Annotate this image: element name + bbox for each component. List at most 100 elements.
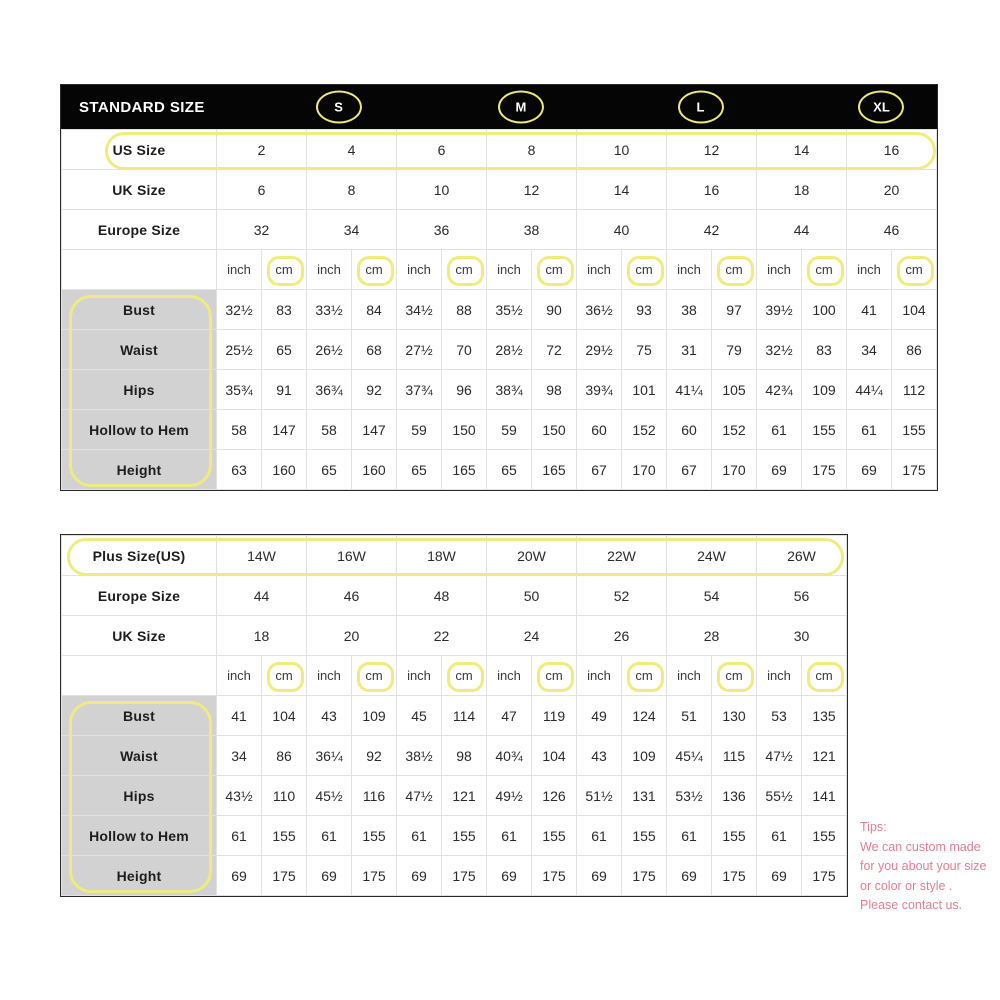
- measurement-label-bust: Bust: [61, 289, 217, 330]
- size-cell: 16: [846, 129, 937, 170]
- measurement-cell: 25½: [216, 329, 262, 370]
- measurement-cell: 67: [666, 449, 712, 490]
- size-cell: 18: [216, 615, 307, 656]
- measurement-cell: 67: [576, 449, 622, 490]
- size-cell: 6: [216, 169, 307, 210]
- size-cell: 14: [756, 129, 847, 170]
- measurement-cell: 130: [711, 695, 757, 736]
- measurement-cell: 47: [486, 695, 532, 736]
- unit-header-inch: inch: [486, 655, 532, 696]
- measurement-cell: 55½: [756, 775, 802, 816]
- unit-header-inch: inch: [306, 655, 352, 696]
- measurement-cell: 33½: [306, 289, 352, 330]
- unit-header-cm: cm: [261, 655, 307, 696]
- measurement-cell: 98: [531, 369, 577, 410]
- measurement-cell: 38½: [396, 735, 442, 776]
- size-cell: 14: [576, 169, 667, 210]
- measurement-cell: 150: [531, 409, 577, 450]
- tips-line-3: for you about your size: [860, 859, 987, 873]
- measurement-cell: 69: [396, 855, 442, 896]
- size-cell: 12: [666, 129, 757, 170]
- measurement-cell: 155: [891, 409, 937, 450]
- row-label-europe-size: Europe Size: [61, 575, 217, 616]
- measurement-cell: 160: [261, 449, 307, 490]
- measurement-cell: 92: [351, 369, 397, 410]
- unit-header-cm: cm: [621, 655, 667, 696]
- size-cell: 6: [396, 129, 487, 170]
- measurement-cell: 75: [621, 329, 667, 370]
- measurement-cell: 53½: [666, 775, 712, 816]
- size-cell: 26: [576, 615, 667, 656]
- size-circle-m: M: [497, 90, 544, 124]
- unit-header-inch: inch: [486, 249, 532, 290]
- measurement-label-height: Height: [61, 449, 217, 490]
- measurement-cell: 32½: [756, 329, 802, 370]
- measurement-label-height: Height: [61, 855, 217, 896]
- measurement-cell: 152: [621, 409, 667, 450]
- measurement-cell: 175: [261, 855, 307, 896]
- unit-header-cm: cm: [351, 249, 397, 290]
- measurement-cell: 155: [531, 815, 577, 856]
- measurement-cell: 109: [801, 369, 847, 410]
- measurement-cell: 43: [306, 695, 352, 736]
- measurement-cell: 49: [576, 695, 622, 736]
- measurement-cell: 40¾: [486, 735, 532, 776]
- measurement-cell: 51: [666, 695, 712, 736]
- measurement-cell: 121: [801, 735, 847, 776]
- measurement-cell: 68: [351, 329, 397, 370]
- measurement-cell: 34: [846, 329, 892, 370]
- measurement-cell: 150: [441, 409, 487, 450]
- measurement-cell: 175: [531, 855, 577, 896]
- measurement-cell: 61: [756, 409, 802, 450]
- measurement-cell: 175: [801, 449, 847, 490]
- unit-header-inch: inch: [846, 249, 892, 290]
- measurement-cell: 135: [801, 695, 847, 736]
- plus-size-table: Plus Size(US) 14W 16W 18W 20W 22W 24W 26W Europe…: [60, 534, 848, 897]
- unit-header-cm: cm: [441, 655, 487, 696]
- measurement-cell: 136: [711, 775, 757, 816]
- size-cell: 18: [756, 169, 847, 210]
- measurement-cell: 38: [666, 289, 712, 330]
- row-label-uk-size: UK Size: [61, 615, 217, 656]
- measurement-cell: 37¾: [396, 369, 442, 410]
- measurement-cell: 93: [621, 289, 667, 330]
- unit-row-label: [61, 655, 217, 696]
- measurement-cell: 147: [351, 409, 397, 450]
- measurement-cell: 170: [711, 449, 757, 490]
- size-cell: 16: [666, 169, 757, 210]
- measurement-cell: 47½: [396, 775, 442, 816]
- measurement-cell: 104: [261, 695, 307, 736]
- measurement-row: Hips 43½ 110 45½ 116 47½ 121 49½ 126 51½ 131 53½ 136…: [61, 775, 847, 816]
- size-circle-s: S: [315, 90, 362, 124]
- measurement-cell: 53: [756, 695, 802, 736]
- unit-header-cm: cm: [711, 249, 757, 290]
- measurement-cell: 61: [846, 409, 892, 450]
- unit-header-cm: cm: [801, 249, 847, 290]
- measurement-cell: 61: [396, 815, 442, 856]
- measurement-cell: 43: [576, 735, 622, 776]
- measurement-cell: 155: [261, 815, 307, 856]
- measurement-cell: 69: [666, 855, 712, 896]
- measurement-cell: 69: [576, 855, 622, 896]
- measurement-cell: 61: [756, 815, 802, 856]
- plus-size-grid: Plus Size(US) 14W 16W 18W 20W 22W 24W 26W Europe…: [61, 535, 847, 896]
- measurement-row: Height 69 175 69 175 69 175 69 175 69 175 69 175 69 17…: [61, 855, 847, 896]
- measurement-cell: 119: [531, 695, 577, 736]
- measurement-cell: 115: [711, 735, 757, 776]
- size-cell: 46: [306, 575, 397, 616]
- measurement-cell: 121: [441, 775, 487, 816]
- tips-note: Tips: We can custom made for you about y…: [860, 818, 1000, 916]
- unit-row: inch cm inch cm inch cm inch cm inch cm inch cm inch…: [61, 249, 937, 290]
- unit-header-inch: inch: [306, 249, 352, 290]
- measurement-cell: 147: [261, 409, 307, 450]
- measurement-cell: 70: [441, 329, 487, 370]
- row-label-europe-size: Europe Size: [61, 209, 217, 250]
- measurement-cell: 72: [531, 329, 577, 370]
- measurement-cell: 124: [621, 695, 667, 736]
- table-row: Plus Size(US) 14W 16W 18W 20W 22W 24W 26W: [61, 535, 847, 576]
- unit-header-inch: inch: [666, 249, 712, 290]
- size-cell: 24W: [666, 535, 757, 576]
- standard-table-body: US Size 2 4 6 8 10 12 14 16 UK Size 6 8 10 12 14 16 18 20…: [61, 129, 937, 490]
- size-cell: 18W: [396, 535, 487, 576]
- measurement-cell: 39½: [756, 289, 802, 330]
